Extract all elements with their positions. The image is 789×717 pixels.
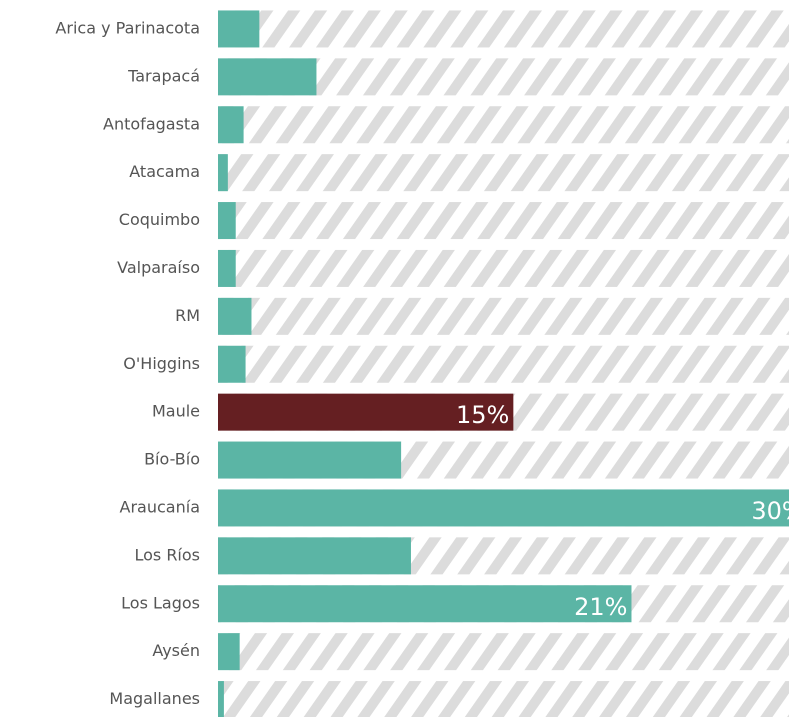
bar-background [218,249,789,287]
category-label: O'Higgins [123,354,200,373]
bar [218,10,260,48]
bar [218,537,411,575]
value-label: 21% [574,593,627,621]
category-label: Atacama [129,162,200,181]
category-label: Arica y Parinacota [55,18,200,37]
bar-background [218,297,789,335]
bar [218,345,246,383]
category-label: Los Lagos [121,593,200,612]
bar [218,249,236,287]
bar-background [218,10,789,48]
category-label: Los Ríos [134,545,200,564]
value-label: 15% [456,401,509,429]
bar [218,489,789,527]
bar [218,681,224,717]
category-label: Magallanes [109,689,200,708]
bar [218,106,244,144]
bar-background [218,681,789,717]
bar [218,585,632,623]
bar [218,297,252,335]
bar-background [218,202,789,240]
bar [218,441,402,479]
bar-background [218,106,789,144]
category-label: Bío-Bío [144,450,200,469]
category-label: Tarapacá [127,66,200,85]
category-label: Maule [152,402,200,421]
category-label: RM [175,306,200,325]
category-label: Coquimbo [119,210,200,229]
bar [218,202,236,240]
category-label: Antofagasta [103,114,200,133]
category-label: Araucanía [120,497,200,516]
category-label: Valparaíso [117,258,200,277]
bar-background [218,154,789,192]
bar [218,393,514,431]
bar-background [218,345,789,383]
bar [218,154,228,192]
category-label: Aysén [152,641,200,660]
plot-area: 15% 30% 21% [218,10,789,717]
bar-background [218,633,789,671]
bar [218,633,240,671]
bar [218,58,317,96]
value-label: 30% [751,497,789,525]
